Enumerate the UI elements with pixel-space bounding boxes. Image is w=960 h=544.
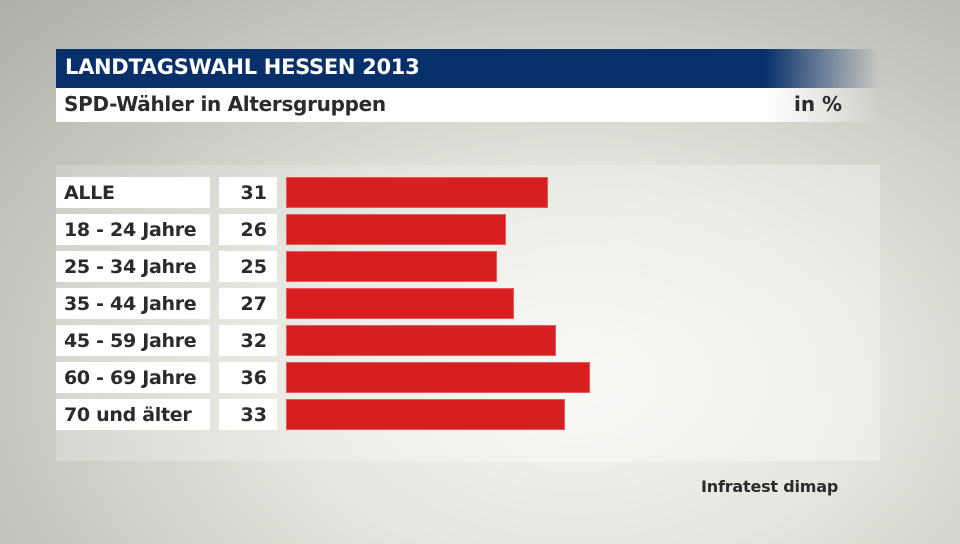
row-label-box: 45 - 59 Jahre bbox=[56, 325, 210, 356]
row-label: 18 - 24 Jahre bbox=[64, 219, 197, 241]
data-bar bbox=[286, 288, 514, 319]
row-label: 70 und älter bbox=[64, 404, 192, 426]
row-value: 31 bbox=[240, 182, 267, 204]
row-value-box: 32 bbox=[219, 325, 277, 356]
row-label: 25 - 34 Jahre bbox=[64, 256, 197, 278]
title-bar: LANDTAGSWAHL HESSEN 2013 bbox=[56, 49, 880, 88]
subtitle-bar: SPD-Wähler in Altersgruppen in % bbox=[56, 88, 880, 122]
row-value-box: 25 bbox=[219, 251, 277, 282]
row-value: 26 bbox=[240, 219, 267, 241]
row-label-box: 60 - 69 Jahre bbox=[56, 362, 210, 393]
chart-title: LANDTAGSWAHL HESSEN 2013 bbox=[65, 55, 420, 79]
row-value: 32 bbox=[240, 330, 267, 352]
row-label: 60 - 69 Jahre bbox=[64, 367, 197, 389]
data-bar bbox=[286, 399, 565, 430]
data-bar bbox=[286, 251, 497, 282]
unit-label: in % bbox=[794, 92, 843, 116]
chart-subtitle: SPD-Wähler in Altersgruppen bbox=[64, 92, 386, 116]
row-value-box: 33 bbox=[219, 399, 277, 430]
source-label: Infratest dimap bbox=[701, 477, 839, 496]
data-bar bbox=[286, 362, 590, 393]
row-value-box: 26 bbox=[219, 214, 277, 245]
row-value: 36 bbox=[240, 367, 267, 389]
row-label-box: 70 und älter bbox=[56, 399, 210, 430]
row-label: 45 - 59 Jahre bbox=[64, 330, 197, 352]
row-value-box: 31 bbox=[219, 177, 277, 208]
row-label-box: 35 - 44 Jahre bbox=[56, 288, 210, 319]
row-label-box: ALLE bbox=[56, 177, 210, 208]
row-value-box: 36 bbox=[219, 362, 277, 393]
data-bar bbox=[286, 325, 556, 356]
data-bar bbox=[286, 214, 506, 245]
row-label: 35 - 44 Jahre bbox=[64, 293, 197, 315]
row-label-box: 25 - 34 Jahre bbox=[56, 251, 210, 282]
data-bar bbox=[286, 177, 548, 208]
row-value-box: 27 bbox=[219, 288, 277, 319]
row-value: 25 bbox=[240, 256, 267, 278]
row-label-box: 18 - 24 Jahre bbox=[56, 214, 210, 245]
row-label: ALLE bbox=[64, 182, 115, 204]
row-value: 33 bbox=[240, 404, 267, 426]
row-value: 27 bbox=[240, 293, 267, 315]
